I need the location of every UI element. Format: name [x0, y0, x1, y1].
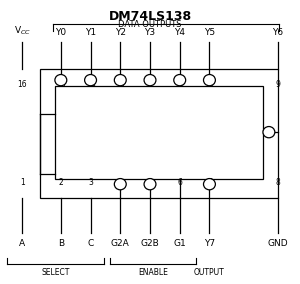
Text: 14: 14 — [86, 80, 95, 89]
Text: OUTPUT: OUTPUT — [194, 268, 225, 277]
Text: 16: 16 — [17, 80, 27, 89]
Circle shape — [85, 74, 97, 86]
Text: DM74LS138: DM74LS138 — [108, 10, 192, 23]
Text: 9: 9 — [275, 80, 280, 89]
Text: 10: 10 — [205, 80, 214, 89]
Text: 13: 13 — [116, 80, 125, 89]
Text: B: B — [58, 239, 64, 248]
Text: 8: 8 — [275, 178, 280, 187]
Text: 6: 6 — [177, 178, 182, 187]
Text: 5: 5 — [148, 178, 152, 187]
Text: 2: 2 — [58, 178, 63, 187]
Circle shape — [114, 179, 126, 190]
Text: DATA OUTPUTS: DATA OUTPUTS — [118, 20, 182, 29]
Text: Y1: Y1 — [85, 28, 96, 37]
Bar — [40, 69, 278, 198]
Circle shape — [144, 74, 156, 86]
Text: Y5: Y5 — [204, 28, 215, 37]
Text: Y0: Y0 — [55, 28, 66, 37]
Text: C: C — [87, 239, 94, 248]
Text: Y4: Y4 — [174, 28, 185, 37]
Text: SELECT: SELECT — [41, 268, 70, 277]
Text: V$_{CC}$: V$_{CC}$ — [14, 24, 31, 37]
Bar — [55, 86, 263, 179]
Circle shape — [114, 74, 126, 86]
Text: G1: G1 — [173, 239, 186, 248]
Text: A: A — [19, 239, 25, 248]
Text: 3: 3 — [88, 178, 93, 187]
Circle shape — [174, 74, 186, 86]
Circle shape — [203, 179, 215, 190]
Text: 11: 11 — [175, 80, 184, 89]
Text: Y7: Y7 — [204, 239, 215, 248]
Text: G2A: G2A — [111, 239, 130, 248]
Text: Y3: Y3 — [144, 28, 156, 37]
Circle shape — [263, 127, 275, 138]
Text: Y2: Y2 — [115, 28, 126, 37]
Text: 15: 15 — [56, 80, 66, 89]
Circle shape — [203, 74, 215, 86]
Text: 12: 12 — [145, 80, 155, 89]
Circle shape — [144, 179, 156, 190]
Text: 4: 4 — [118, 178, 123, 187]
Text: 7: 7 — [207, 178, 212, 187]
Text: GND: GND — [268, 239, 288, 248]
Text: Y6: Y6 — [272, 28, 284, 37]
Text: ENABLE: ENABLE — [138, 268, 168, 277]
Text: G2B: G2B — [141, 239, 159, 248]
Circle shape — [55, 74, 67, 86]
Text: 1: 1 — [20, 178, 25, 187]
